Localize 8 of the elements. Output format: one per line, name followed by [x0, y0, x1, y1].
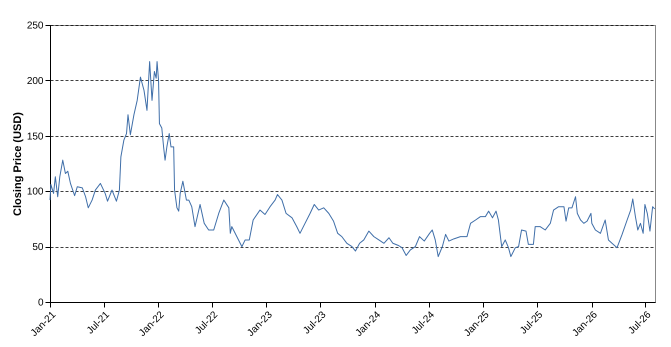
y-tick-label: 150 [26, 131, 44, 142]
y-tick-label: 200 [26, 76, 44, 87]
y-tick-label: 250 [26, 20, 44, 32]
y-axis-title: Closing Price (USD) [12, 112, 24, 216]
y-tick-label: 50 [32, 242, 44, 254]
line-series [50, 61, 656, 258]
y-tick-label: 100 [26, 186, 44, 198]
y-tick-label: 0 [38, 298, 44, 308]
